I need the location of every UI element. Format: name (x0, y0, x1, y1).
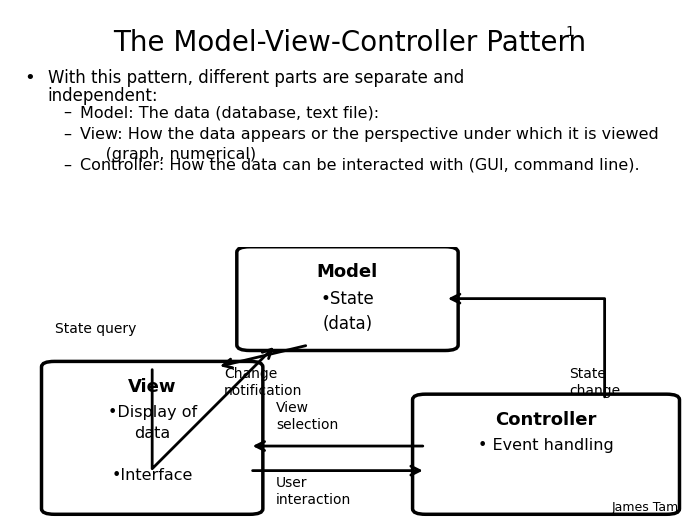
Text: View: How the data appears or the perspective under which it is viewed
     (gra: View: How the data appears or the perspe… (80, 127, 659, 162)
Text: 1: 1 (566, 25, 575, 39)
Text: •Display of
data

•Interface: •Display of data •Interface (108, 405, 197, 483)
Text: –: – (63, 105, 71, 120)
Text: Controller: How the data can be interacted with (GUI, command line).: Controller: How the data can be interact… (80, 158, 640, 173)
Text: Model: Model (317, 263, 378, 281)
Text: independent:: independent: (48, 87, 158, 104)
Text: With this pattern, different parts are separate and: With this pattern, different parts are s… (48, 69, 464, 87)
Text: State
change: State change (569, 367, 620, 398)
Text: James Tam: James Tam (612, 501, 679, 514)
Text: User
interaction: User interaction (276, 476, 351, 507)
Text: View
selection: View selection (276, 401, 338, 433)
Text: Change
notification: Change notification (224, 367, 302, 398)
Text: –: – (63, 127, 71, 142)
Text: Controller: Controller (496, 411, 596, 428)
FancyBboxPatch shape (41, 361, 263, 514)
FancyBboxPatch shape (237, 247, 458, 351)
Text: The Model-View-Controller Pattern: The Model-View-Controller Pattern (113, 29, 587, 57)
Text: •: • (25, 69, 35, 87)
Text: • Event handling: • Event handling (478, 438, 614, 453)
FancyBboxPatch shape (412, 394, 680, 514)
Text: State query: State query (55, 322, 136, 335)
Text: –: – (63, 158, 71, 173)
Text: Model: The data (database, text file):: Model: The data (database, text file): (80, 105, 379, 120)
Text: View: View (128, 378, 176, 396)
Text: •State
(data): •State (data) (321, 290, 374, 333)
